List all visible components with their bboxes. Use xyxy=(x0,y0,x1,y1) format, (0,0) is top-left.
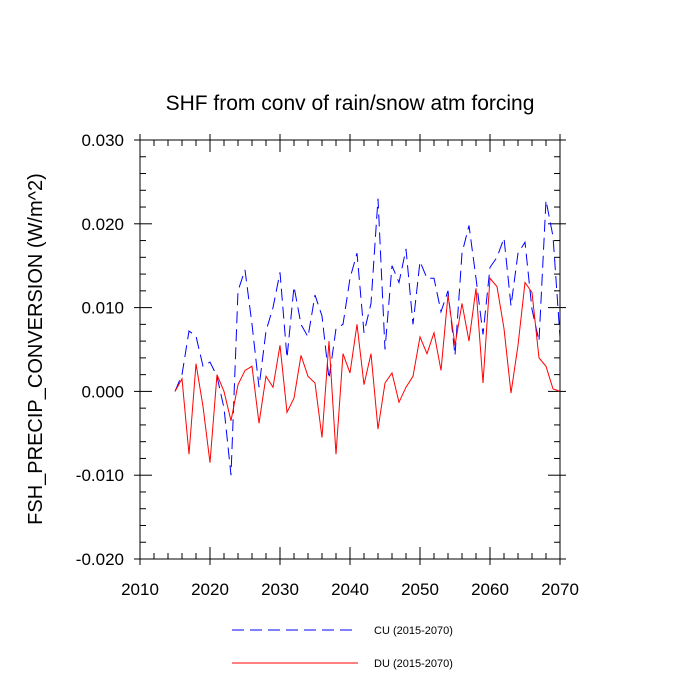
x-tick-label: 2030 xyxy=(261,580,299,599)
minor-ticks xyxy=(140,140,560,559)
y-tick-label: 0.030 xyxy=(81,131,124,150)
y-tick-label: 0.010 xyxy=(81,299,124,318)
y-tick-label: 0.000 xyxy=(81,382,124,401)
y-axis-label: FSH_PRECIP_CONVERSION (W/m^2) xyxy=(25,173,47,525)
legend-label-cu: CU (2015-2070) xyxy=(374,625,453,637)
x-tick-label: 2020 xyxy=(191,580,229,599)
x-tick-label: 2010 xyxy=(121,580,159,599)
x-tick-label: 2050 xyxy=(401,580,439,599)
chart-title: SHF from conv of rain/snow atm forcing xyxy=(166,92,535,115)
plot-frame xyxy=(139,139,561,560)
x-tick-labels: 2010 2020 2030 2040 2050 2060 2070 xyxy=(121,580,579,599)
x-tick-label: 2070 xyxy=(541,580,579,599)
series-line-cu xyxy=(174,198,561,476)
series-lines xyxy=(174,198,561,476)
y-tick-label: -0.010 xyxy=(76,466,124,485)
legend-label-du: DU (2015-2070) xyxy=(374,658,453,670)
series-line-du xyxy=(174,276,561,463)
x-tick-label: 2060 xyxy=(471,580,509,599)
legend: CU (2015-2070) DU (2015-2070) xyxy=(232,625,453,670)
y-tick-label: -0.020 xyxy=(76,550,124,569)
major-ticks xyxy=(134,134,566,565)
y-tick-labels: -0.020 -0.010 0.000 0.010 0.020 0.030 xyxy=(76,131,124,569)
y-tick-label: 0.020 xyxy=(81,215,124,234)
x-tick-label: 2040 xyxy=(331,580,369,599)
